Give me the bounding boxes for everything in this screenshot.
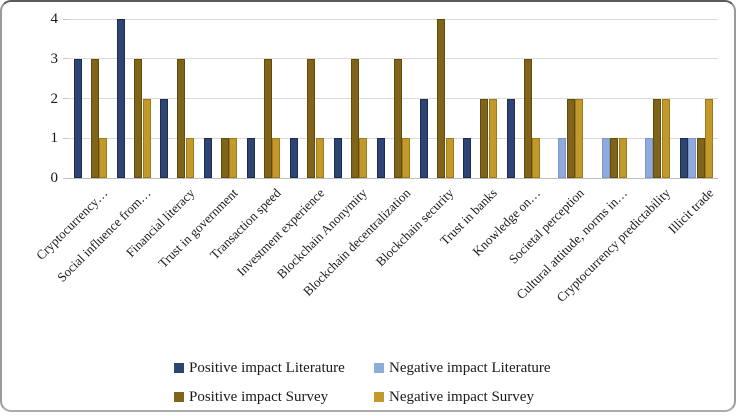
bar bbox=[117, 19, 126, 178]
bar bbox=[307, 58, 316, 178]
y-axis-tick bbox=[63, 137, 69, 139]
gridline bbox=[69, 137, 718, 139]
bar bbox=[246, 138, 255, 178]
bar bbox=[445, 138, 454, 178]
legend-item: Negative impact Survey bbox=[374, 388, 534, 406]
bar bbox=[99, 138, 108, 178]
bar bbox=[437, 19, 446, 178]
bar bbox=[506, 98, 515, 178]
bar bbox=[618, 138, 627, 178]
legend-swatch-icon bbox=[374, 363, 384, 373]
legend-item: Positive impact Literature bbox=[174, 359, 345, 377]
y-axis-tick bbox=[63, 177, 69, 179]
bar bbox=[160, 98, 169, 178]
x-axis-category-label: Illicit trade bbox=[665, 185, 717, 237]
legend-label: Positive impact Literature bbox=[189, 360, 345, 376]
gridline bbox=[69, 18, 718, 20]
gridline bbox=[69, 58, 718, 60]
bar bbox=[229, 138, 238, 178]
x-axis-line bbox=[69, 177, 718, 179]
y-axis-tick-label: 0 bbox=[50, 170, 59, 186]
x-axis-category-label: Cryptocurrency… bbox=[33, 185, 111, 263]
bar bbox=[688, 138, 697, 178]
bar bbox=[705, 98, 714, 178]
bar bbox=[480, 98, 489, 178]
bar bbox=[575, 98, 584, 178]
bar bbox=[333, 138, 342, 178]
legend-item: Positive impact Survey bbox=[174, 388, 328, 406]
bar bbox=[134, 58, 143, 178]
legend-swatch-icon bbox=[374, 392, 384, 402]
bar bbox=[185, 138, 194, 178]
bar bbox=[463, 138, 472, 178]
bar bbox=[488, 98, 497, 178]
gridline bbox=[69, 98, 718, 99]
bar bbox=[420, 98, 429, 178]
bar bbox=[220, 138, 229, 178]
bar-chart-plot-area: 0 1 2 3 4 Cryptocurrency… Social influence fro… bbox=[2, 2, 734, 410]
legend-swatch-icon bbox=[174, 392, 184, 402]
bar bbox=[558, 138, 567, 178]
bar bbox=[679, 138, 688, 178]
bar bbox=[393, 58, 402, 178]
bar bbox=[350, 58, 359, 178]
y-axis-tick bbox=[63, 18, 69, 20]
bar bbox=[601, 138, 610, 178]
legend-label: Negative impact Literature bbox=[389, 360, 551, 376]
bar bbox=[566, 98, 575, 178]
x-axis-category-label: Blockchain security bbox=[372, 185, 457, 270]
bar bbox=[272, 138, 281, 178]
bar bbox=[661, 98, 670, 178]
bar bbox=[73, 58, 82, 178]
legend-item: Negative impact Literature bbox=[374, 359, 551, 377]
y-axis-tick-label: 3 bbox=[50, 50, 59, 67]
bar bbox=[696, 138, 705, 178]
bar bbox=[653, 98, 662, 178]
y-axis-tick bbox=[63, 98, 69, 99]
bar bbox=[376, 138, 385, 178]
legend-label: Positive impact Survey bbox=[189, 389, 329, 405]
bar bbox=[90, 58, 99, 178]
bar bbox=[532, 138, 541, 178]
y-axis-tick-label: 4 bbox=[50, 11, 59, 27]
bar bbox=[644, 138, 653, 178]
bar bbox=[142, 98, 151, 178]
y-axis-tick-label: 1 bbox=[50, 130, 59, 147]
x-axis-category-label: Trust in government bbox=[155, 185, 241, 271]
legend-swatch-icon bbox=[174, 363, 184, 373]
bar bbox=[315, 138, 324, 178]
bar bbox=[523, 58, 532, 178]
y-axis-tick-label: 2 bbox=[50, 90, 59, 107]
bar bbox=[402, 138, 411, 178]
bar bbox=[290, 138, 299, 178]
bar bbox=[263, 58, 272, 178]
bar bbox=[610, 138, 619, 178]
bar bbox=[359, 138, 367, 178]
y-axis-tick bbox=[63, 58, 69, 60]
legend-label: Negative impact Survey bbox=[389, 389, 534, 405]
bar bbox=[203, 138, 212, 178]
bar bbox=[177, 58, 186, 178]
